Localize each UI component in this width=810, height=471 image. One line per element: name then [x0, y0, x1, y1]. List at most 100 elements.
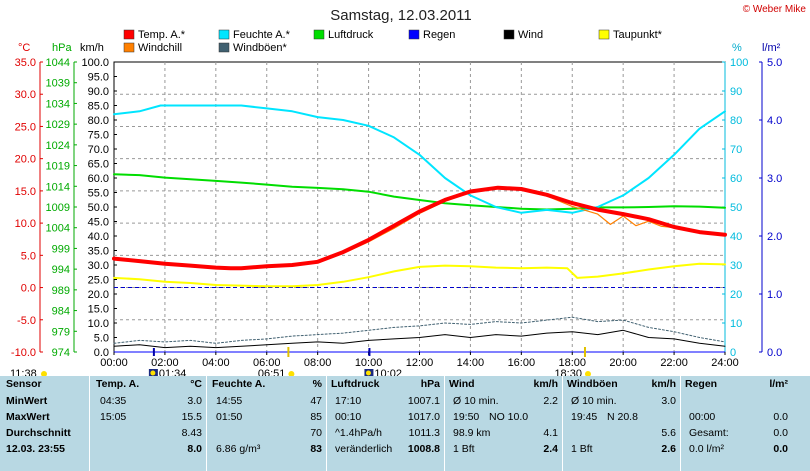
tick-label-pressure: 994	[52, 264, 70, 276]
x-tick-label: 22:00	[660, 357, 688, 369]
table-header-unit: °C	[190, 378, 202, 390]
tick-label-humidity: 70	[730, 144, 742, 156]
table-header-title: Luftdruck	[331, 378, 380, 390]
tick-label-humidity: 100	[730, 57, 748, 69]
tick-label-pressure: 1019	[46, 161, 70, 173]
tick-label-wind: 70.0	[88, 144, 109, 156]
table-header-title: Temp. A.	[96, 378, 140, 390]
tick-label-rain: 0.0	[767, 347, 782, 359]
table-header-title: Windböen	[567, 378, 618, 390]
tick-label-humidity: 50	[730, 202, 742, 214]
x-axis: 00:00 02:00 04:00 06:00 08:00 10:00 12:00 14:00…	[100, 352, 739, 369]
tick-label-wind: 45.0	[88, 217, 109, 229]
legend-label: Feuchte A.*	[233, 29, 291, 41]
table-cell-value: 8.43	[181, 427, 202, 439]
table-row-label: MinWert	[6, 395, 48, 407]
left-axes: 35.0 30.0 25.0 20.0 15.0 10.0 5.0 0.0 -5.0 -10.0 1…	[11, 57, 117, 359]
series-line-feuchte-a	[113, 104, 726, 214]
legend-swatch	[218, 29, 230, 40]
table-header-title: Wind	[449, 378, 475, 390]
tick-label-temp: -5.0	[17, 315, 36, 327]
tick-label-pressure: 1004	[46, 223, 70, 235]
tick-label-temp: 30.0	[15, 89, 36, 101]
table-header-unit: l/m²	[769, 378, 788, 390]
table-cell-value: 2.4	[543, 443, 558, 455]
tick-label-humidity: 0	[730, 347, 736, 359]
tick-label-humidity: 90	[730, 86, 742, 98]
table-header-title: Regen	[685, 378, 718, 390]
moonrise-time: 11:38	[10, 368, 37, 376]
tick-label-humidity: 80	[730, 115, 742, 127]
table-cell-value: 2.6	[661, 443, 676, 455]
x-tick-label: 16:00	[508, 357, 536, 369]
tick-label-wind: 30.0	[88, 260, 109, 272]
tick-label-pressure: 1034	[46, 98, 70, 110]
table-cell-value: 70	[310, 427, 322, 439]
table-cell-value: 1008.8	[407, 443, 440, 455]
series-line-windb-en	[113, 316, 726, 344]
table-cell-time: ^1.4hPa/h	[335, 427, 382, 439]
legend-swatch	[123, 42, 135, 53]
moon-icon	[150, 370, 156, 376]
legend-swatch	[123, 29, 135, 40]
tick-label-wind: 0.0	[94, 347, 109, 359]
table-row-label: 12.03. 23:55	[6, 443, 65, 455]
tick-label-wind: 85.0	[88, 101, 109, 113]
table-cell-time: 00:10	[335, 411, 362, 423]
tick-label-pressure: 1009	[46, 202, 70, 214]
series-line-luftdruck	[113, 173, 726, 211]
legend-label: Temp. A.*	[138, 29, 186, 41]
table-header-title: Feuchte A.	[212, 378, 266, 390]
legend-label: Windböen*	[233, 42, 288, 54]
moonset-time: 10:02	[374, 368, 402, 376]
legend-swatch	[408, 29, 420, 40]
tick-label-humidity: 40	[730, 231, 742, 243]
tick-label-rain: 2.0	[767, 231, 782, 243]
tick-label-temp: -10.0	[11, 347, 36, 359]
legend-label: Wind	[518, 29, 543, 41]
legend-label: Regen	[423, 29, 455, 41]
table-header-unit: km/h	[533, 378, 558, 390]
chart-title: Samstag, 12.03.2011	[330, 7, 472, 24]
table-cell-time: Gesamt:	[689, 427, 729, 439]
table-cell-value: 15.5	[181, 411, 202, 423]
x-tick-label: 04:00	[202, 357, 230, 369]
table-cell-value: 4.1	[543, 427, 558, 439]
tick-label-pressure: 1029	[46, 119, 70, 131]
axis-unit-rain: l/m²	[762, 42, 781, 54]
series-line-wind	[113, 329, 726, 349]
x-tick-label: 08:00	[304, 357, 332, 369]
table-cell-time: 1 Bft	[453, 443, 475, 455]
sunset-time: 18:30	[554, 368, 582, 376]
x-tick-label: 14:00	[457, 357, 485, 369]
table-cell-direction: N 20.8	[607, 411, 638, 423]
axis-unit-humidity: %	[732, 42, 742, 54]
tick-label-wind: 10.0	[88, 318, 109, 330]
chart-legend: Temp. A.* Feuchte A.* Luftdruck Regen Wind Ta…	[123, 29, 663, 54]
stats-table: Sensor Temp. A. °C Feuchte A.% Luftdruck hPa W…	[0, 376, 810, 471]
table-cell-time: 01:50	[216, 411, 243, 423]
moonset-time: 01:34	[159, 368, 187, 376]
legend-label: Taupunkt*	[613, 29, 663, 41]
tick-label-humidity: 10	[730, 318, 742, 330]
table-row-label: MaxWert	[6, 411, 50, 423]
axis-unit-pressure: hPa	[52, 42, 72, 54]
sunrise-time: 06:51	[258, 368, 286, 376]
tick-label-wind: 65.0	[88, 159, 109, 171]
tick-label-pressure: 1044	[46, 57, 70, 69]
table-cell-time: 1 Bft	[571, 443, 593, 455]
tick-label-wind: 100.0	[81, 57, 109, 69]
table-cell-time: 0.0 l/m²	[689, 443, 725, 455]
x-tick-label: 20:00	[609, 357, 637, 369]
table-cell-value: 1017.0	[407, 411, 440, 423]
legend-swatch	[218, 42, 230, 53]
tick-label-wind: 50.0	[88, 202, 109, 214]
tick-label-wind: 25.0	[88, 275, 109, 287]
table-cell-time: Ø 10 min.	[453, 395, 499, 407]
table-cell-time: 19:45	[571, 411, 598, 423]
x-tick-label: 24:00	[711, 357, 739, 369]
sun-icon	[584, 371, 591, 376]
table-cell-value: 3.0	[661, 395, 676, 407]
series-line-taupunkt	[113, 262, 726, 288]
tick-label-wind: 20.0	[88, 289, 109, 301]
